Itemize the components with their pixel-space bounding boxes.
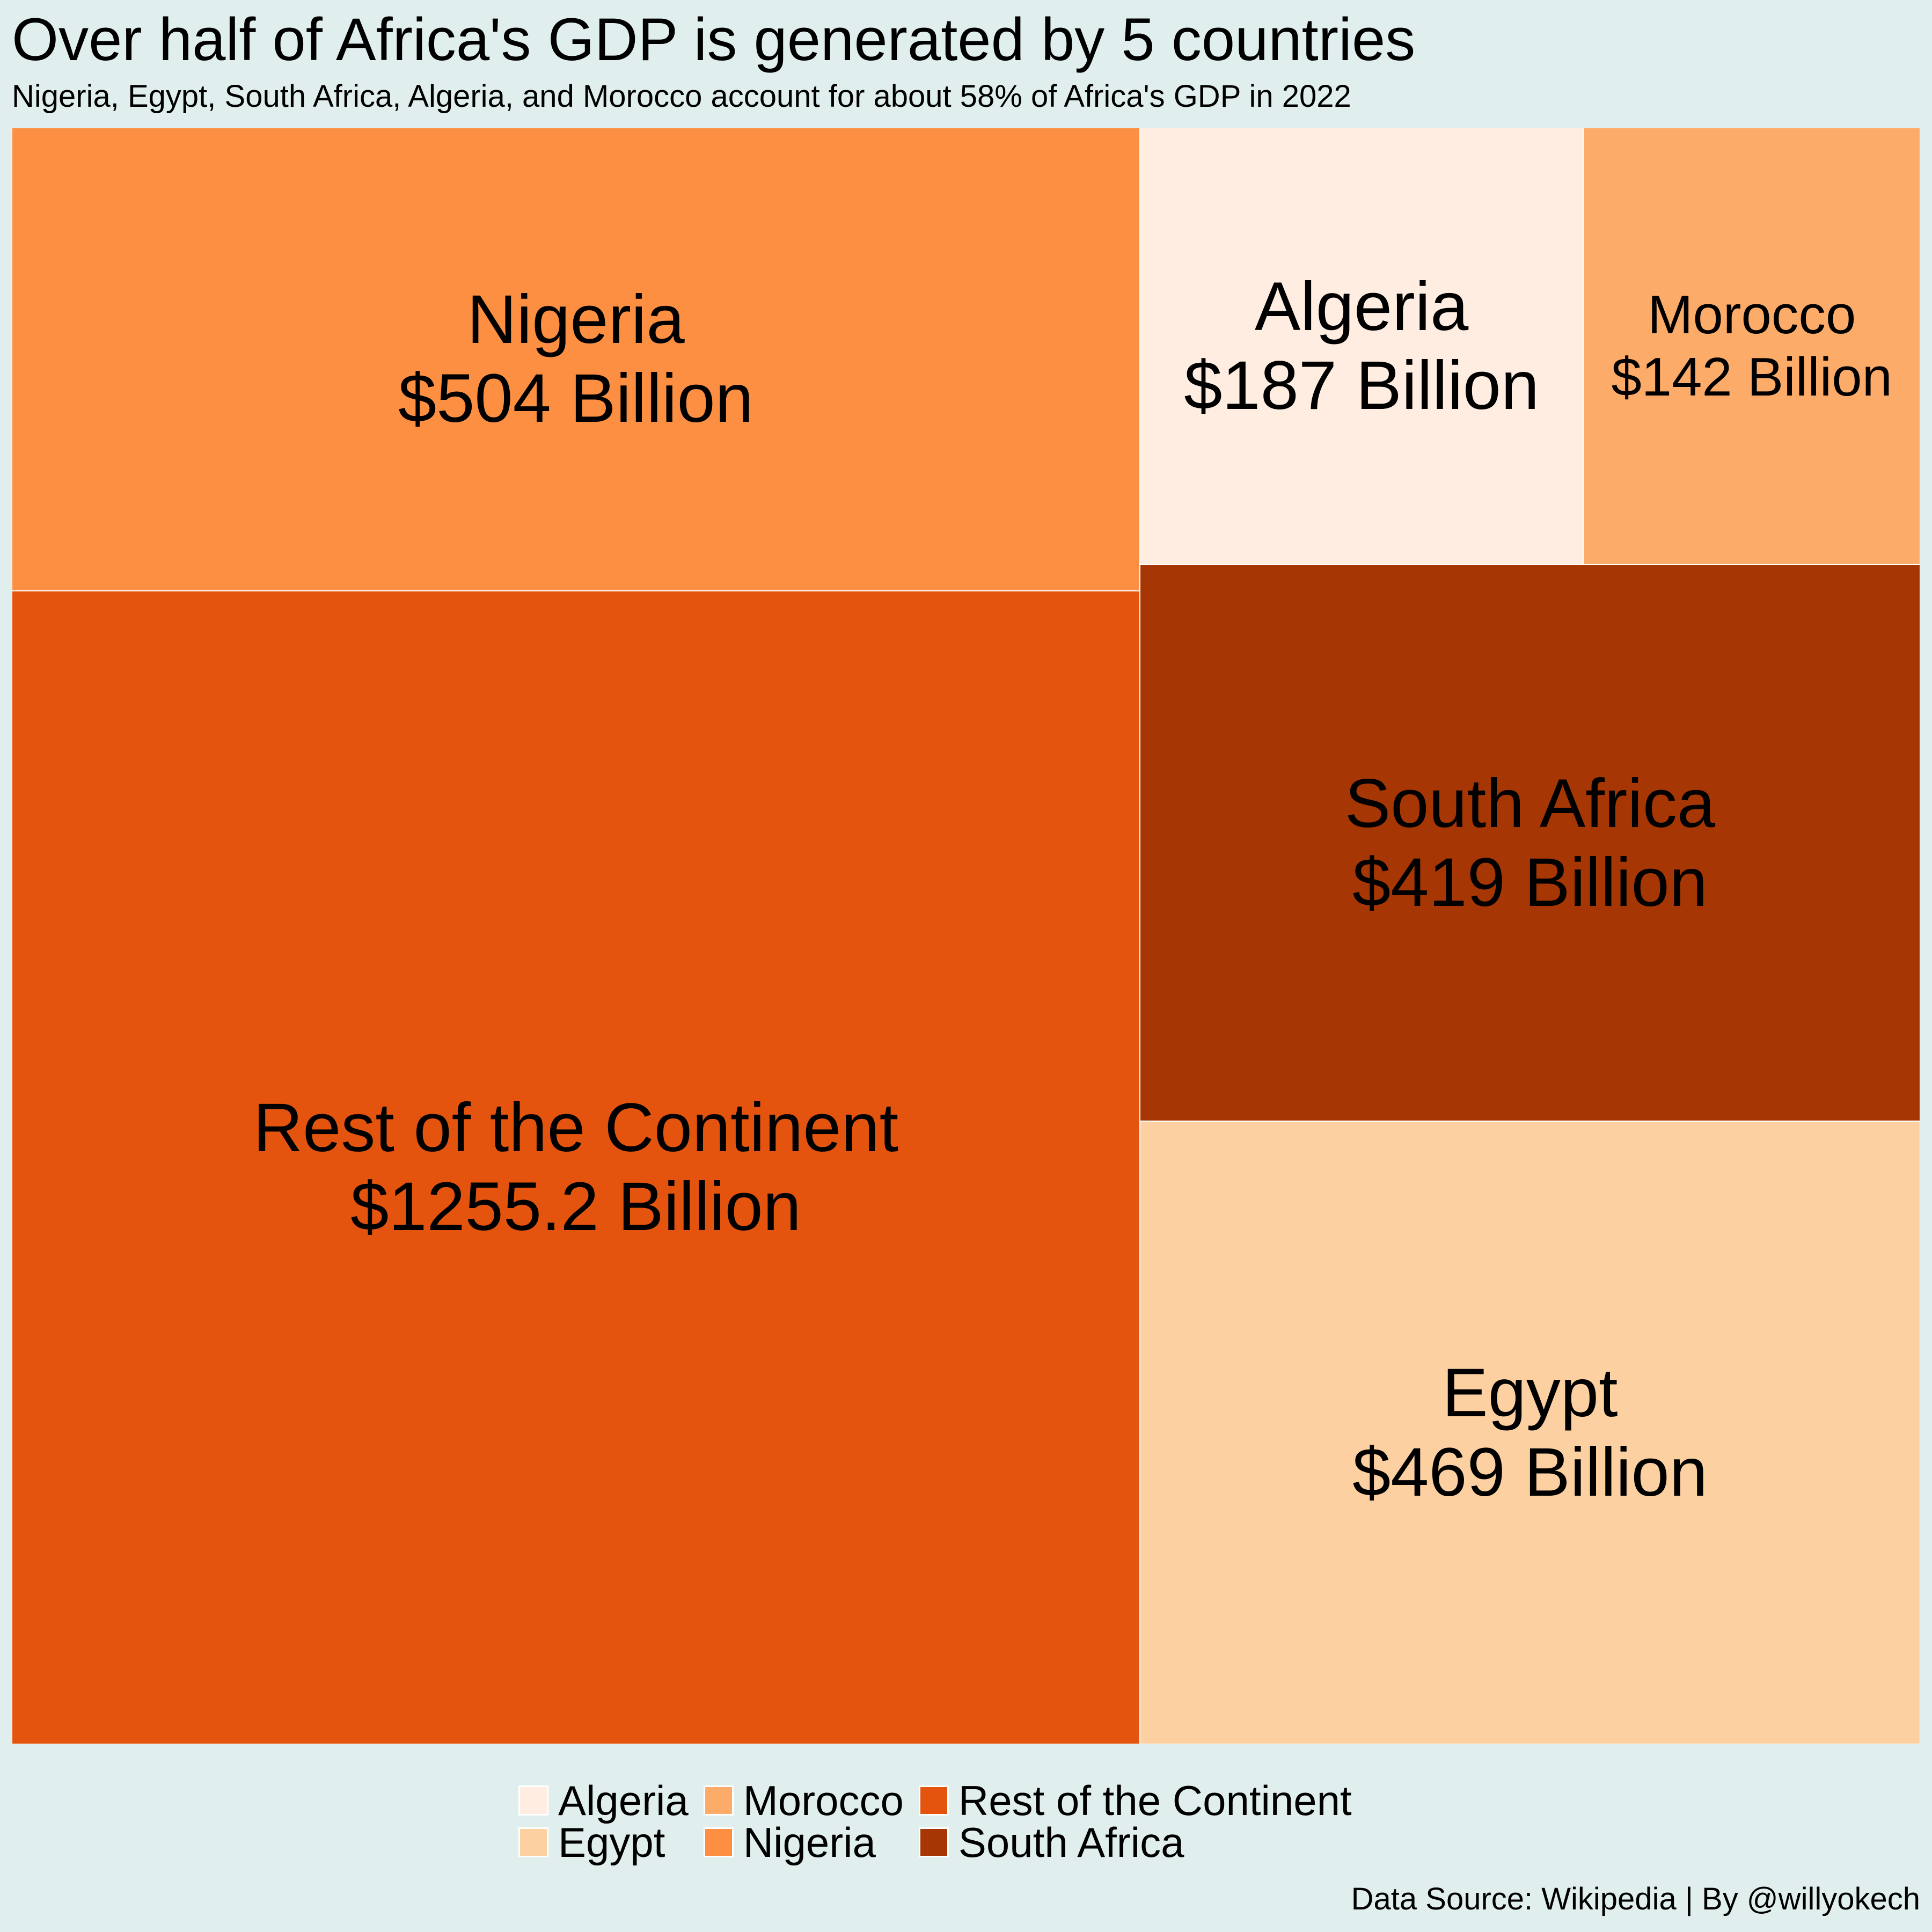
legend-swatch <box>703 1785 734 1816</box>
legend-item: Algeria <box>518 1780 689 1821</box>
tile-name-label: Nigeria <box>467 281 685 358</box>
legend-item: Nigeria <box>703 1819 904 1866</box>
chart-title: Over half of Africa's GDP is generated b… <box>12 6 1416 73</box>
treemap-tile-morocco: Morocco $142 Billion <box>1583 128 1920 565</box>
tile-value-label: $504 Billion <box>398 360 753 437</box>
legend-label: Rest of the Continent <box>958 1777 1352 1824</box>
legend-label: Nigeria <box>743 1819 876 1866</box>
tile-value-label: $187 Billion <box>1184 347 1540 425</box>
tile-value-label: $419 Billion <box>1352 844 1708 921</box>
caption: Data Source: Wikipedia | By @willyokech <box>1351 1882 1920 1916</box>
legend-label: Algeria <box>558 1777 689 1824</box>
tile-name-label: Algeria <box>1254 268 1469 345</box>
treemap-tile-algeria: Algeria $187 Billion <box>1139 128 1584 565</box>
tile-name-label: Morocco <box>1648 284 1856 345</box>
legend: Algeria Egypt Morocco Nigeria Rest of the Co… <box>518 1780 1352 1863</box>
legend-item: Morocco <box>703 1777 904 1824</box>
tile-value-label: $1255.2 Billion <box>350 1168 801 1246</box>
legend-item: Rest of the Continent <box>918 1777 1352 1824</box>
tile-value-label: $142 Billion <box>1611 347 1892 408</box>
tile-name-label: Egypt <box>1442 1355 1618 1432</box>
legend-swatch <box>518 1785 548 1816</box>
tile-value-label: $469 Billion <box>1352 1433 1708 1511</box>
treemap-plot-area: Rest of the Continent $1255.2 Billion Nige… <box>12 128 1920 1744</box>
legend-label: Egypt <box>558 1819 665 1866</box>
treemap-tile-rest-of-the-continent: Rest of the Continent $1255.2 Billion <box>12 590 1140 1744</box>
legend-label: South Africa <box>958 1819 1184 1866</box>
legend-swatch <box>918 1785 949 1816</box>
legend-swatch <box>703 1827 734 1857</box>
treemap-tile-south-africa: South Africa $419 Billion <box>1139 565 1920 1122</box>
tile-name-label: South Africa <box>1344 765 1716 842</box>
legend-item: Egypt <box>518 1821 689 1863</box>
tile-name-label: Rest of the Continent <box>253 1089 899 1167</box>
legend-item: South Africa <box>918 1819 1352 1866</box>
legend-swatch <box>518 1827 548 1857</box>
treemap-tile-nigeria: Nigeria $504 Billion <box>12 128 1140 591</box>
legend-swatch <box>918 1827 949 1857</box>
treemap-tile-egypt: Egypt $469 Billion <box>1139 1121 1920 1744</box>
chart-subtitle: Nigeria, Egypt, South Africa, Algeria, a… <box>12 79 1351 114</box>
legend-label: Morocco <box>743 1777 904 1824</box>
